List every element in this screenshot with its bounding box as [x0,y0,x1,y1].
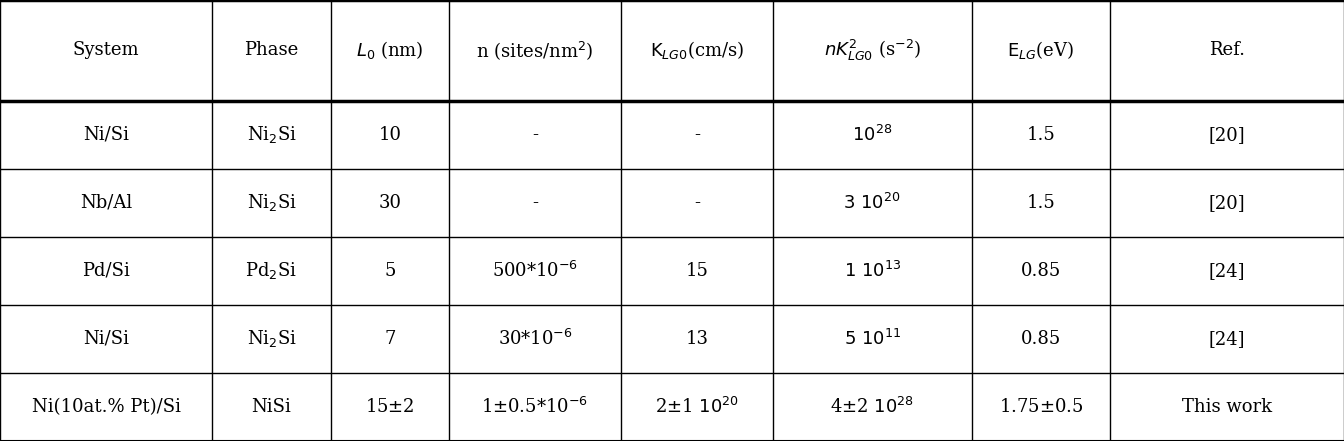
Text: $1\ 10^{13}$: $1\ 10^{13}$ [844,261,900,281]
Text: Ni(10at.% Pt)/Si: Ni(10at.% Pt)/Si [32,398,180,416]
Text: n (sites/nm$^2$): n (sites/nm$^2$) [476,39,594,62]
Text: $\mathrm{E}_{LG}$(eV): $\mathrm{E}_{LG}$(eV) [1008,39,1074,61]
Text: $n\mathit{K}^2_{\mathit{LG0}}$ (s$^{-2}$): $n\mathit{K}^2_{\mathit{LG0}}$ (s$^{-2}$… [824,38,921,63]
Text: Ref.: Ref. [1210,41,1245,59]
Text: $\mathrm{K}_{LG0}$(cm/s): $\mathrm{K}_{LG0}$(cm/s) [649,39,745,61]
Text: 10: 10 [378,126,402,144]
Text: $10^{28}$: $10^{28}$ [852,124,892,145]
Text: [20]: [20] [1208,194,1246,212]
Text: 0.85: 0.85 [1021,330,1060,348]
Text: Ni/Si: Ni/Si [83,126,129,144]
Text: 2$\pm$1 $10^{20}$: 2$\pm$1 $10^{20}$ [655,397,739,417]
Text: 15$\pm$2: 15$\pm$2 [366,398,414,416]
Text: -: - [532,126,538,144]
Text: 15: 15 [685,262,708,280]
Text: -: - [694,126,700,144]
Text: 30*10$^{-6}$: 30*10$^{-6}$ [497,329,573,349]
Text: $L_0$ (nm): $L_0$ (nm) [356,39,423,61]
Text: Nb/Al: Nb/Al [81,194,132,212]
Text: Ni/Si: Ni/Si [83,330,129,348]
Text: NiSi: NiSi [251,398,292,416]
Text: Ni$_2$Si: Ni$_2$Si [246,192,297,213]
Text: 13: 13 [685,330,708,348]
Text: 7: 7 [384,330,395,348]
Text: [24]: [24] [1208,262,1246,280]
Text: System: System [73,41,140,59]
Text: 5: 5 [384,262,395,280]
Text: 500*10$^{-6}$: 500*10$^{-6}$ [492,261,578,281]
Text: This work: This work [1181,398,1273,416]
Text: 1.75$\pm$0.5: 1.75$\pm$0.5 [999,398,1083,416]
Text: 1.5: 1.5 [1027,194,1055,212]
Text: -: - [532,194,538,212]
Text: 30: 30 [378,194,402,212]
Text: Pd$_2$Si: Pd$_2$Si [246,260,297,281]
Text: Phase: Phase [245,41,298,59]
Text: [20]: [20] [1208,126,1246,144]
Text: 4$\pm$2 $10^{28}$: 4$\pm$2 $10^{28}$ [831,397,914,417]
Text: $5\ 10^{11}$: $5\ 10^{11}$ [844,329,900,349]
Text: Ni$_2$Si: Ni$_2$Si [246,124,297,145]
Text: 0.85: 0.85 [1021,262,1060,280]
Text: Ni$_2$Si: Ni$_2$Si [246,329,297,349]
Text: -: - [694,194,700,212]
Text: $3\ 10^{20}$: $3\ 10^{20}$ [844,193,900,213]
Text: Pd/Si: Pd/Si [82,262,130,280]
Text: [24]: [24] [1208,330,1246,348]
Text: 1$\pm$0.5*10$^{-6}$: 1$\pm$0.5*10$^{-6}$ [481,397,589,417]
Text: 1.5: 1.5 [1027,126,1055,144]
